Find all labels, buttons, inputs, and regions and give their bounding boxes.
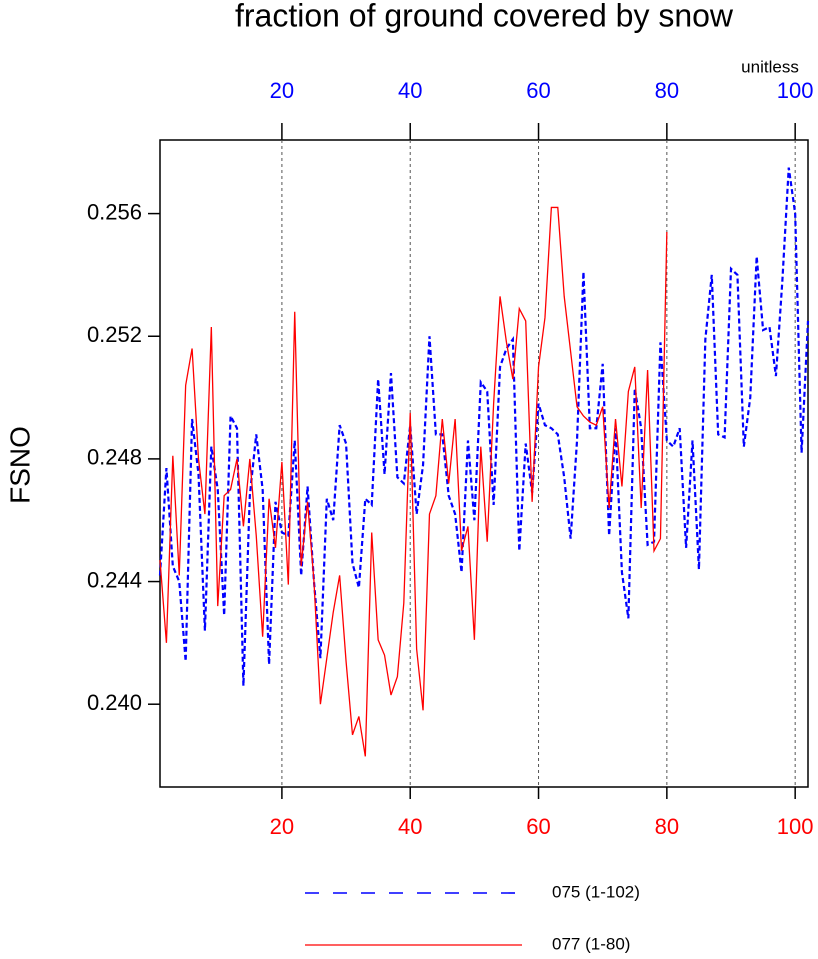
x-tick-label-top: 20 <box>270 78 294 103</box>
y-axis-label: FSNO <box>4 426 35 504</box>
x-tick-label-top: 40 <box>398 78 422 103</box>
y-tick-label: 0.240 <box>87 690 142 715</box>
x-tick-label-bottom: 20 <box>270 814 294 839</box>
series-line <box>158 167 810 686</box>
legend-label: 075 (1-102) <box>552 882 640 901</box>
x-tick-label-top: 60 <box>526 78 550 103</box>
x-tick-label-top: 80 <box>655 78 679 103</box>
x-tick-label-bottom: 40 <box>398 814 422 839</box>
chart-title: fraction of ground covered by snow <box>235 0 734 33</box>
y-tick-label: 0.252 <box>87 322 142 347</box>
y-tick-label: 0.244 <box>87 567 142 592</box>
x-tick-label-bottom: 80 <box>655 814 679 839</box>
x-tick-label-top: 100 <box>777 78 814 103</box>
x-tick-label-bottom: 100 <box>777 814 814 839</box>
series-line <box>159 206 668 757</box>
legend-label: 077 (1-80) <box>552 934 630 953</box>
y-tick-label: 0.256 <box>87 199 142 224</box>
plot-frame <box>159 139 809 788</box>
x-tick-label-bottom: 60 <box>526 814 550 839</box>
units-label: unitless <box>741 57 799 76</box>
y-tick-label: 0.248 <box>87 445 142 470</box>
